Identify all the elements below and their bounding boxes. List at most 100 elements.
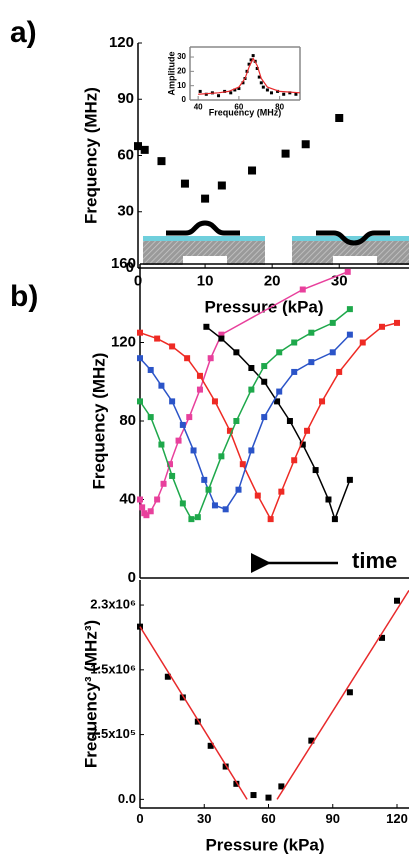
data-point (158, 382, 165, 389)
data-point (139, 504, 146, 511)
data-point (251, 54, 255, 58)
y-tick-label: 10 (177, 81, 186, 90)
y-tick-label: 2.3x10⁶ (90, 596, 136, 611)
y-tick-label: 7.5x10⁵ (90, 726, 136, 741)
y-tick-label: 90 (117, 90, 134, 107)
data-point (274, 398, 281, 405)
data-point (344, 268, 351, 275)
data-point (276, 388, 283, 395)
data-point (346, 476, 353, 483)
data-point (291, 457, 298, 464)
data-point (222, 763, 229, 770)
data-point (394, 597, 401, 604)
data-point (276, 349, 283, 356)
data-point (286, 418, 293, 424)
y-tick-label: 0 (182, 95, 187, 104)
data-point (205, 486, 212, 493)
data-point (186, 414, 193, 421)
data-point (237, 87, 241, 91)
data-point (312, 467, 319, 474)
data-point (267, 516, 274, 523)
y-tick-label: 120 (111, 333, 136, 350)
data-point (336, 368, 343, 375)
data-point (331, 516, 338, 523)
schematic-down (292, 230, 409, 265)
x-tick-label: 30 (197, 811, 211, 826)
data-point (319, 398, 326, 405)
data-point (207, 742, 214, 749)
data-point (261, 378, 268, 385)
data-point (282, 92, 286, 96)
data-point (179, 500, 186, 507)
data-point (137, 329, 143, 336)
data-point (229, 91, 233, 95)
x-axis-title: Frequency (MHz) (209, 107, 282, 117)
data-point (158, 441, 165, 448)
data-point (301, 140, 310, 149)
data-point (140, 145, 149, 154)
data-point (335, 114, 344, 122)
y-tick-label: 60 (117, 146, 134, 163)
data-point (308, 359, 315, 366)
data-point (196, 386, 203, 393)
data-point (233, 88, 237, 92)
y-axis-title: Frequency³ (MHz³) (81, 620, 100, 768)
x-tick-label: 10 (197, 272, 214, 289)
data-point (166, 461, 173, 468)
data-point (154, 496, 161, 503)
data-point (248, 386, 255, 393)
data-point (308, 737, 315, 744)
y-tick-label: 30 (117, 203, 134, 220)
data-point (222, 506, 229, 513)
data-point (201, 476, 208, 483)
data-point (394, 319, 401, 326)
data-point (147, 508, 154, 515)
data-point (194, 514, 201, 521)
x-tick-label: 120 (386, 811, 408, 826)
data-point (235, 486, 242, 493)
y-tick-label: 20 (177, 66, 186, 75)
y-tick-label: 0 (128, 569, 136, 586)
data-point (198, 89, 202, 93)
data-point (346, 689, 353, 696)
y-tick-label: 1.5x10⁶ (90, 661, 136, 676)
data-point (249, 58, 253, 62)
data-point (147, 366, 154, 373)
data-point (190, 447, 197, 454)
y-tick-label: 30 (177, 52, 186, 61)
data-point (134, 142, 142, 151)
data-point (254, 492, 261, 499)
data-point (218, 453, 225, 460)
data-point (164, 673, 171, 680)
data-point (233, 418, 240, 424)
y-axis-title: Amplitude (166, 52, 176, 96)
data-point (294, 92, 298, 96)
data-point (239, 461, 246, 468)
data-point (169, 343, 176, 350)
data-point (194, 718, 201, 725)
data-point (278, 488, 285, 495)
data-point (169, 398, 176, 405)
data-point (203, 323, 210, 330)
data-point (248, 447, 255, 454)
data-point (291, 368, 298, 375)
y-tick-label: 0 (126, 259, 134, 276)
data-point (291, 339, 298, 346)
y-tick-label: 160 (111, 255, 136, 272)
series-line (205, 326, 351, 522)
data-point (211, 398, 218, 405)
data-point (218, 335, 225, 342)
data-point (217, 94, 221, 98)
x-tick-label: 80 (275, 102, 284, 111)
data-point (247, 62, 251, 66)
data-point (248, 166, 257, 175)
data-point (179, 421, 186, 428)
data-point (325, 496, 332, 503)
data-point (233, 780, 240, 787)
x-axis-title: Pressure (kPa) (205, 835, 324, 854)
data-point (137, 355, 143, 362)
data-point (218, 331, 225, 338)
data-point (250, 792, 257, 799)
data-point (137, 496, 143, 503)
x-axis-title: Pressure (kPa) (204, 297, 323, 316)
